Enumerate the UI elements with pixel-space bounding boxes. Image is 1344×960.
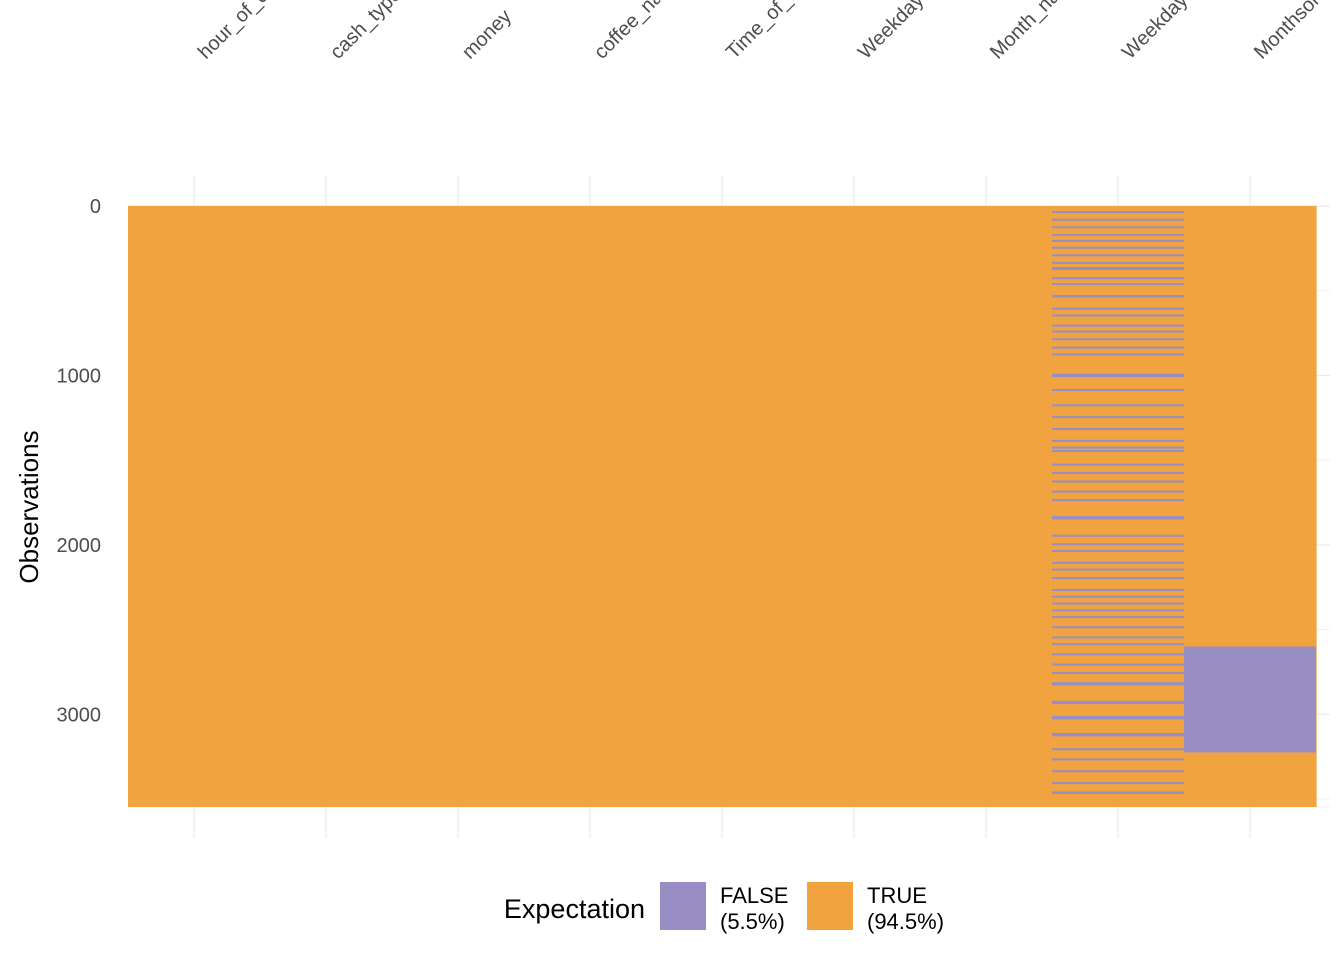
- cell-true-Month_name: [920, 206, 1053, 807]
- cell-true-Time_of_Day: [656, 206, 789, 807]
- cell-false-Weekdaysort: [1052, 561, 1184, 564]
- x-tick-label: money: [458, 6, 516, 64]
- legend-label: TRUE: [867, 883, 927, 908]
- x-tick-label: Weekdaysort: [1118, 0, 1216, 64]
- cell-true-money: [392, 206, 525, 807]
- cell-false-Weekdaysort: [1052, 226, 1184, 229]
- cell-false-Weekdaysort: [1052, 472, 1184, 475]
- cell-false-Weekdaysort: [1052, 338, 1184, 341]
- cell-false-Weekdaysort: [1052, 490, 1184, 493]
- legend: Expectation FALSE(5.5%) TRUE(94.5%): [504, 882, 944, 934]
- cell-false-Weekdaysort: [1052, 499, 1184, 502]
- cell-false-Weekdaysort: [1052, 373, 1184, 378]
- cell-false-Weekdaysort: [1052, 239, 1184, 242]
- cell-false-Weekdaysort: [1052, 588, 1184, 591]
- cell-false-Weekdaysort: [1052, 643, 1184, 646]
- heatmap-cells: [128, 206, 1317, 807]
- cell-false-Weekdaysort: [1052, 653, 1184, 656]
- cell-true-cash_type: [260, 206, 393, 807]
- cell-false-Weekdaysort: [1052, 307, 1184, 310]
- cell-false-Weekdaysort: [1052, 446, 1184, 449]
- cell-false-Weekdaysort: [1052, 294, 1184, 298]
- y-tick-labels: 0 1000 2000 3000: [57, 196, 102, 726]
- cell-false-Weekdaysort: [1052, 716, 1184, 720]
- x-tick-label: hour_of_day: [194, 0, 288, 64]
- cell-false-Weekdaysort: [1052, 682, 1184, 686]
- cell-false-Weekdaysort: [1052, 671, 1184, 674]
- cell-false-Weekdaysort: [1052, 626, 1184, 629]
- x-tick-label: cash_type: [326, 0, 406, 64]
- legend-title: Expectation: [504, 894, 645, 924]
- cell-false-Weekdaysort: [1052, 346, 1184, 349]
- cell-false-Weekdaysort: [1052, 261, 1184, 264]
- cell-false-Weekdaysort: [1052, 277, 1184, 280]
- cell-false-Weekdaysort: [1052, 516, 1184, 520]
- cell-false-Weekdaysort: [1052, 330, 1184, 333]
- cell-false-Weekdaysort: [1052, 480, 1184, 483]
- cell-false-Weekdaysort: [1052, 609, 1184, 612]
- cell-false-Weekdaysort: [1052, 283, 1184, 286]
- cell-false-Weekdaysort: [1052, 324, 1184, 327]
- cell-false-Weekdaysort: [1052, 758, 1184, 761]
- y-tick-label: 2000: [57, 535, 102, 557]
- cell-false-Weekdaysort: [1052, 449, 1184, 453]
- cell-false-Weekdaysort: [1052, 404, 1184, 407]
- x-tick-label: Monthsort: [1250, 0, 1329, 64]
- cell-false-Weekdaysort: [1052, 748, 1184, 751]
- y-tick-label: 0: [90, 196, 101, 218]
- cell-false-Weekdaysort: [1052, 218, 1184, 221]
- cell-false-Weekdaysort: [1052, 577, 1184, 580]
- legend-swatch-false: [660, 882, 706, 930]
- cell-false-Weekdaysort: [1052, 568, 1184, 571]
- cell-false-Weekdaysort: [1052, 616, 1184, 619]
- cell-false-Weekdaysort: [1052, 782, 1184, 785]
- cell-false-Weekdaysort: [1052, 663, 1184, 666]
- cell-true-Weekday: [788, 206, 921, 807]
- cell-false-Weekdaysort: [1052, 732, 1184, 737]
- x-tick-label: Month_name: [986, 0, 1084, 64]
- cell-false-Weekdaysort: [1052, 463, 1184, 466]
- cell-false-Weekdaysort: [1052, 791, 1184, 794]
- cell-false-Weekdaysort: [1052, 353, 1184, 356]
- cell-false-Weekdaysort: [1052, 549, 1184, 552]
- cell-false-Weekdaysort: [1052, 602, 1184, 605]
- cell-false-Weekdaysort: [1052, 636, 1184, 639]
- cell-false-Weekdaysort: [1052, 595, 1184, 598]
- cell-false-Weekdaysort: [1052, 543, 1184, 546]
- cell-true-coffee_name: [524, 206, 657, 807]
- legend-swatch-true: [807, 882, 853, 930]
- legend-percent: (94.5%): [867, 909, 944, 934]
- x-tick-label: Weekday: [854, 0, 928, 64]
- cell-true-Weekdaysort: [1052, 206, 1185, 807]
- legend-percent: (5.5%): [720, 909, 785, 934]
- cell-false-Weekdaysort: [1052, 211, 1184, 214]
- y-axis-title: Observations: [14, 430, 44, 583]
- legend-label: FALSE: [720, 883, 788, 908]
- cell-false-Weekdaysort: [1052, 266, 1184, 271]
- cell-false-Weekdaysort: [1052, 254, 1184, 257]
- cell-true-hour_of_day: [128, 206, 261, 807]
- cell-false-Weekdaysort: [1052, 416, 1184, 419]
- cell-false-Weekdaysort: [1052, 534, 1184, 537]
- cell-false-Weekdaysort: [1052, 770, 1184, 773]
- cell-false-Weekdaysort: [1052, 246, 1184, 249]
- cell-false-Weekdaysort: [1052, 427, 1184, 430]
- x-tick-label: coffee_name: [590, 0, 687, 64]
- legend-items: FALSE(5.5%) TRUE(94.5%): [660, 882, 944, 934]
- cell-false-Monthsort: [1184, 646, 1316, 753]
- cell-false-Weekdaysort: [1052, 388, 1184, 392]
- cell-false-Weekdaysort: [1052, 439, 1184, 442]
- y-tick-label: 1000: [57, 365, 102, 387]
- x-tick-label: Time_of_Day: [722, 0, 821, 64]
- cell-false-Weekdaysort: [1052, 700, 1184, 705]
- y-tick-label: 3000: [57, 704, 102, 726]
- x-tick-labels: hour_of_day cash_type money coffee_name Time…: [194, 0, 1329, 64]
- cell-false-Weekdaysort: [1052, 233, 1184, 236]
- cell-false-Weekdaysort: [1052, 314, 1184, 317]
